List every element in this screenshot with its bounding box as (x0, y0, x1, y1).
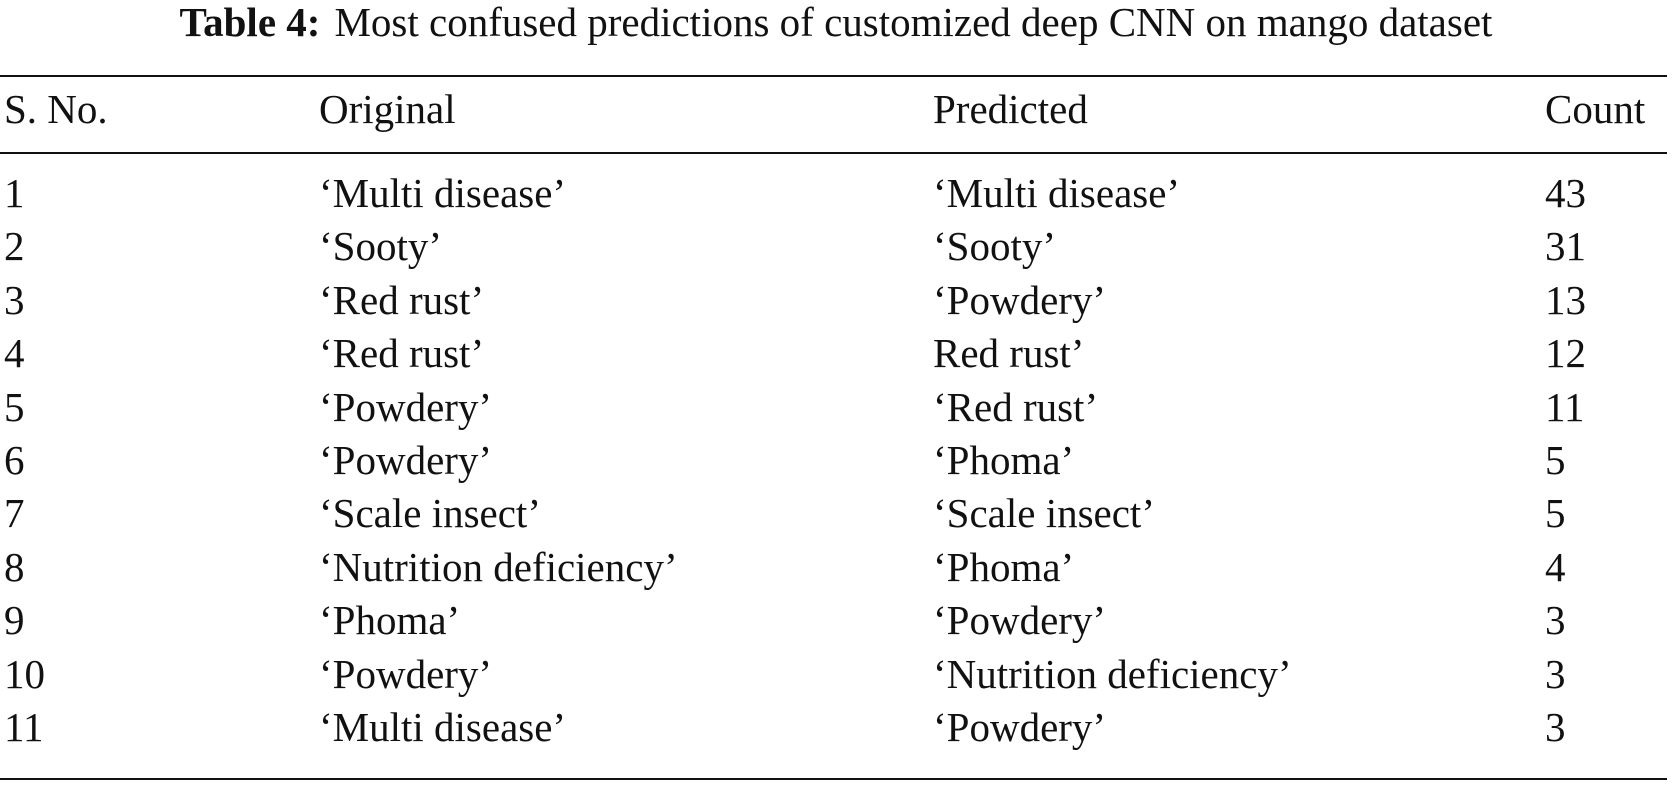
table-header-rule (0, 152, 1667, 154)
cell-count: 31 (1545, 223, 1586, 270)
table-bottom-rule (0, 778, 1667, 780)
cell-predicted: ‘Powdery’ (933, 703, 1107, 750)
cell-predicted: ‘Phoma’ (933, 436, 1075, 483)
column-header-original: Original (319, 86, 456, 132)
cell-original: ‘Scale insect’ (319, 490, 541, 537)
cell-sno: 1 (4, 170, 25, 216)
cell-original: ‘Red rust’ (319, 330, 485, 377)
cell-original: ‘Nutrition deficiency’ (319, 543, 678, 590)
cell-predicted: ‘Powdery’ (933, 597, 1107, 644)
table-row: 3 ‘Red rust’ ‘Powdery’ 13 (0, 277, 1667, 330)
column-header-predicted: Predicted (933, 86, 1088, 132)
cell-count: 11 (1545, 383, 1585, 430)
cell-count: 3 (1545, 650, 1566, 697)
table-top-rule (0, 75, 1667, 77)
table-caption: Table 4: Most confused predictions of cus… (0, 0, 1672, 44)
cell-count: 13 (1545, 276, 1586, 323)
cell-predicted: ‘Scale insect’ (933, 490, 1155, 537)
table-row: 8 ‘Nutrition deficiency’ ‘Phoma’ 4 (0, 544, 1667, 597)
cell-count: 4 (1545, 543, 1566, 590)
table-row: 4 ‘Red rust’ Red rust’ 12 (0, 330, 1667, 383)
cell-count: 43 (1545, 170, 1586, 216)
cell-original: ‘Multi disease’ (319, 170, 567, 216)
table-row: 2 ‘Sooty’ ‘Sooty’ 31 (0, 223, 1667, 276)
table-row: 5 ‘Powdery’ ‘Red rust’ 11 (0, 384, 1667, 437)
cell-predicted: ‘Nutrition deficiency’ (933, 650, 1292, 697)
table-caption-label: Table 4: (179, 0, 321, 45)
cell-original: ‘Red rust’ (319, 276, 485, 323)
table-row: 10 ‘Powdery’ ‘Nutrition deficiency’ 3 (0, 651, 1667, 704)
cell-count: 5 (1545, 436, 1566, 483)
cell-predicted: ‘Powdery’ (933, 276, 1107, 323)
cell-sno: 3 (4, 276, 25, 323)
cell-sno: 2 (4, 223, 25, 270)
cell-predicted: ‘Red rust’ (933, 383, 1099, 430)
cell-sno: 10 (4, 650, 45, 697)
cell-count: 12 (1545, 330, 1586, 377)
cell-sno: 8 (4, 543, 25, 590)
cell-sno: 6 (4, 436, 25, 483)
cell-sno: 11 (4, 703, 44, 750)
cell-original: ‘Multi disease’ (319, 703, 567, 750)
cell-predicted: Red rust’ (933, 330, 1085, 377)
table-body: 1 ‘Multi disease’ ‘Multi disease’ 43 2 ‘Sooty… (0, 170, 1667, 757)
cell-count: 3 (1545, 703, 1566, 750)
cell-count: 3 (1545, 597, 1566, 644)
cell-count: 5 (1545, 490, 1566, 537)
cell-sno: 7 (4, 490, 25, 537)
cell-original: ‘Powdery’ (319, 383, 493, 430)
column-header-count: Count (1545, 86, 1646, 132)
cell-predicted: ‘Multi disease’ (933, 170, 1181, 216)
cell-predicted: ‘Sooty’ (933, 223, 1056, 270)
cell-sno: 9 (4, 597, 25, 644)
cell-sno: 5 (4, 383, 25, 430)
table-row: 6 ‘Powdery’ ‘Phoma’ 5 (0, 437, 1667, 490)
cell-original: ‘Phoma’ (319, 597, 461, 644)
table-row: 7 ‘Scale insect’ ‘Scale insect’ 5 (0, 490, 1667, 543)
table-row: 11 ‘Multi disease’ ‘Powdery’ 3 (0, 704, 1667, 757)
table-row: 1 ‘Multi disease’ ‘Multi disease’ 43 (0, 170, 1667, 223)
cell-predicted: ‘Phoma’ (933, 543, 1075, 590)
cell-original: ‘Powdery’ (319, 436, 493, 483)
cell-sno: 4 (4, 330, 25, 377)
table-row: 9 ‘Phoma’ ‘Powdery’ 3 (0, 597, 1667, 650)
column-header-sno: S. No. (4, 86, 108, 132)
table-caption-text: Most confused predictions of customized … (334, 0, 1493, 45)
cell-original: ‘Powdery’ (319, 650, 493, 697)
cell-original: ‘Sooty’ (319, 223, 442, 270)
